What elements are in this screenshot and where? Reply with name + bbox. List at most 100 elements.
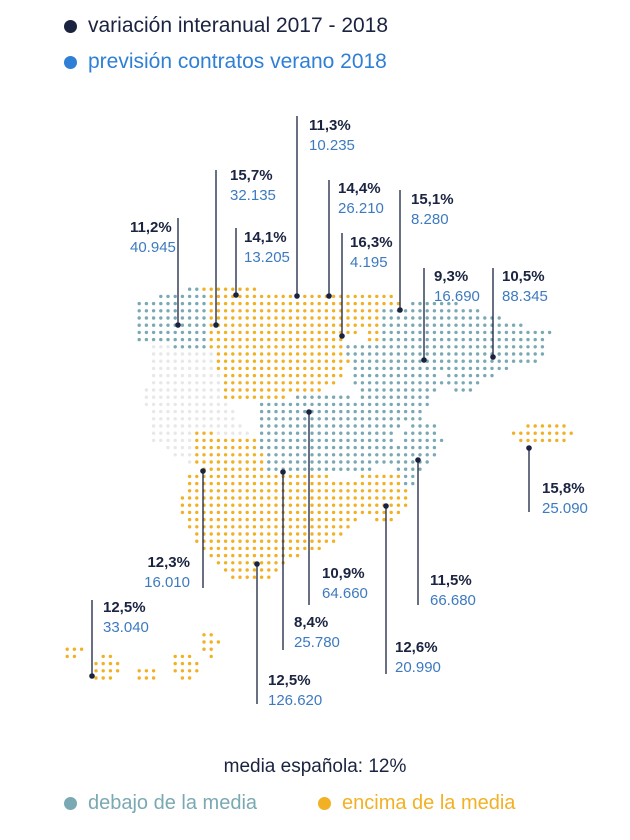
map-dot xyxy=(367,309,372,313)
map-dot xyxy=(317,532,321,536)
map-dot xyxy=(231,417,235,421)
map-dot xyxy=(389,489,393,493)
map-dot xyxy=(151,388,156,392)
map-dot xyxy=(187,395,192,399)
map-dot xyxy=(310,345,314,349)
map-dot xyxy=(245,467,249,471)
map-dot xyxy=(195,474,199,479)
map-dot xyxy=(252,301,257,306)
map-dot xyxy=(483,366,487,371)
map-dot xyxy=(331,402,336,407)
map-dot xyxy=(497,366,501,371)
map-dot xyxy=(173,345,177,349)
map-dot xyxy=(360,510,365,515)
map-dot xyxy=(317,395,321,399)
map-dot xyxy=(339,467,343,471)
map-dot xyxy=(173,654,177,659)
map-dot xyxy=(267,395,271,399)
map-dot xyxy=(238,309,242,313)
map-dot xyxy=(303,445,307,450)
map-dot xyxy=(238,438,242,443)
map-dot xyxy=(375,301,379,306)
map-dot xyxy=(245,546,249,551)
map-dot xyxy=(187,373,192,378)
region-callout: 12,3%16.010 xyxy=(144,468,206,591)
map-dot xyxy=(432,445,437,450)
map-dot xyxy=(324,453,329,457)
map-dot xyxy=(202,409,206,414)
map-dot xyxy=(238,467,242,471)
map-dot xyxy=(295,539,300,543)
map-dot xyxy=(331,424,336,428)
map-dot xyxy=(382,460,386,464)
map-dot xyxy=(159,417,163,421)
map-dot xyxy=(375,474,379,479)
map-dot xyxy=(216,640,221,644)
map-dot xyxy=(209,366,213,371)
map-dot xyxy=(252,532,257,536)
map-dot xyxy=(259,489,264,493)
map-dot xyxy=(180,409,185,414)
map-dot xyxy=(303,438,307,443)
map-dot xyxy=(562,424,566,428)
map-dot xyxy=(151,409,156,414)
map-dot xyxy=(180,438,185,443)
map-dot xyxy=(166,309,170,313)
map-dot xyxy=(202,431,206,435)
map-dot xyxy=(274,388,278,392)
map-dot xyxy=(173,330,177,335)
map-dot xyxy=(274,553,278,558)
map-dot xyxy=(526,431,530,435)
legend-item-variation: variación interanual 2017 - 2018 xyxy=(64,14,388,38)
map-dot xyxy=(519,352,523,356)
map-dot xyxy=(468,381,473,385)
map-dot xyxy=(180,402,185,407)
map-dot xyxy=(547,431,552,435)
map-dot xyxy=(324,438,329,443)
map-dot xyxy=(281,359,285,363)
map-dot xyxy=(439,352,444,356)
map-dot xyxy=(94,676,98,680)
map-dot xyxy=(396,510,401,515)
map-dot xyxy=(180,503,185,507)
map-dot xyxy=(454,316,458,320)
map-dot xyxy=(259,330,264,335)
map-dot xyxy=(418,395,422,399)
map-dot xyxy=(151,352,156,356)
map-dot xyxy=(396,474,401,479)
map-dot xyxy=(288,366,293,371)
map-dot xyxy=(295,373,300,378)
map-dot xyxy=(245,453,249,457)
map-dot xyxy=(447,316,451,320)
map-dot xyxy=(439,359,444,363)
map-dot xyxy=(209,489,213,493)
map-dot xyxy=(209,647,213,651)
map-dot xyxy=(187,366,192,371)
map-dot xyxy=(166,445,170,450)
map-dot xyxy=(353,301,357,306)
map-dot xyxy=(209,633,213,637)
map-dot xyxy=(238,525,242,529)
region-callout: 12,5%33.040 xyxy=(89,599,149,679)
map-dot xyxy=(209,453,213,457)
map-dot xyxy=(187,438,192,443)
map-dot xyxy=(180,424,185,428)
map-dot xyxy=(425,445,429,450)
map-dot xyxy=(267,381,271,385)
map-dot xyxy=(432,388,437,392)
map-dot xyxy=(173,438,177,443)
map-dot xyxy=(274,474,278,479)
map-dot xyxy=(223,366,228,371)
map-dot xyxy=(259,316,264,320)
average-label: media española: 12% xyxy=(223,756,407,777)
map-dot xyxy=(353,330,357,335)
map-dot xyxy=(389,438,393,443)
map-dot xyxy=(288,309,293,313)
map-dot xyxy=(187,460,192,464)
map-dot xyxy=(353,381,357,385)
map-dot xyxy=(389,496,393,500)
map-dot xyxy=(360,496,365,500)
map-dot xyxy=(367,402,372,407)
map-dot xyxy=(367,316,372,320)
map-dot xyxy=(295,532,300,536)
